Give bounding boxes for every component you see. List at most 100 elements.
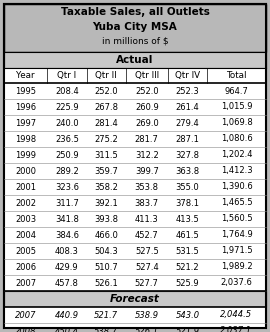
Text: 355.0: 355.0 xyxy=(176,183,199,192)
Text: 287.1: 287.1 xyxy=(176,134,199,143)
Text: 383.7: 383.7 xyxy=(135,199,159,208)
Text: 408.3: 408.3 xyxy=(55,246,79,256)
Text: 527.5: 527.5 xyxy=(135,246,159,256)
Bar xyxy=(4,275,266,291)
Text: Qtr IV: Qtr IV xyxy=(175,71,200,80)
Text: 399.7: 399.7 xyxy=(135,167,159,176)
Bar xyxy=(4,291,266,307)
Text: 452.7: 452.7 xyxy=(135,230,159,239)
Text: 504.3: 504.3 xyxy=(94,246,118,256)
Text: 1,971.5: 1,971.5 xyxy=(221,246,252,256)
Bar xyxy=(4,83,266,99)
Text: 384.6: 384.6 xyxy=(55,230,79,239)
Text: 289.2: 289.2 xyxy=(55,167,79,176)
Text: 2004: 2004 xyxy=(15,230,36,239)
Text: 1,080.6: 1,080.6 xyxy=(221,134,252,143)
Text: 378.1: 378.1 xyxy=(176,199,200,208)
Bar xyxy=(4,195,266,211)
Text: 225.9: 225.9 xyxy=(55,103,79,112)
Text: 964.7: 964.7 xyxy=(225,87,248,96)
Text: 311.5: 311.5 xyxy=(94,150,118,159)
Text: Qtr III: Qtr III xyxy=(135,71,159,80)
Text: 260.9: 260.9 xyxy=(135,103,159,112)
Text: 279.4: 279.4 xyxy=(176,119,199,127)
Bar xyxy=(4,328,266,332)
Text: 236.5: 236.5 xyxy=(55,134,79,143)
Text: 2003: 2003 xyxy=(15,214,36,223)
Text: Total: Total xyxy=(226,71,247,80)
Text: 1,202.4: 1,202.4 xyxy=(221,150,252,159)
Text: 1,390.6: 1,390.6 xyxy=(221,183,252,192)
Bar xyxy=(4,68,266,83)
Text: 208.4: 208.4 xyxy=(55,87,79,96)
Text: 252.0: 252.0 xyxy=(94,87,118,96)
Bar xyxy=(4,243,266,259)
Text: 2005: 2005 xyxy=(15,246,36,256)
Text: Year: Year xyxy=(16,71,35,80)
Text: 1,412.3: 1,412.3 xyxy=(221,167,252,176)
Text: 281.4: 281.4 xyxy=(94,119,118,127)
Text: Yuba City MSA: Yuba City MSA xyxy=(93,22,177,32)
Text: 466.0: 466.0 xyxy=(94,230,118,239)
Text: 252.3: 252.3 xyxy=(176,87,199,96)
Text: 269.0: 269.0 xyxy=(135,119,159,127)
Text: 2006: 2006 xyxy=(15,263,36,272)
Text: 2,037.1: 2,037.1 xyxy=(221,326,253,332)
Text: 543.0: 543.0 xyxy=(175,310,200,319)
Text: 281.7: 281.7 xyxy=(135,134,159,143)
Text: Qtr I: Qtr I xyxy=(57,71,76,80)
Text: 538.9: 538.9 xyxy=(135,310,159,319)
Text: 252.0: 252.0 xyxy=(135,87,158,96)
Text: 250.9: 250.9 xyxy=(55,150,79,159)
Text: 358.2: 358.2 xyxy=(94,183,118,192)
Text: 353.8: 353.8 xyxy=(135,183,159,192)
Text: 521.7: 521.7 xyxy=(94,310,118,319)
Text: 240.0: 240.0 xyxy=(55,119,79,127)
Text: Actual: Actual xyxy=(116,55,154,65)
Text: 1,465.5: 1,465.5 xyxy=(221,199,252,208)
Text: 327.8: 327.8 xyxy=(176,150,200,159)
Bar xyxy=(4,4,266,52)
Text: 521.2: 521.2 xyxy=(176,263,199,272)
Text: 538.7: 538.7 xyxy=(94,326,118,332)
Text: 1998: 1998 xyxy=(15,134,36,143)
Bar xyxy=(4,99,266,115)
Text: 461.5: 461.5 xyxy=(176,230,199,239)
Text: 1,764.9: 1,764.9 xyxy=(221,230,252,239)
Text: 527.7: 527.7 xyxy=(135,279,159,288)
Text: 312.2: 312.2 xyxy=(135,150,159,159)
Text: 2007: 2007 xyxy=(15,279,36,288)
Text: 510.7: 510.7 xyxy=(94,263,118,272)
Text: 440.9: 440.9 xyxy=(55,310,79,319)
Text: 1,069.8: 1,069.8 xyxy=(221,119,252,127)
Text: 1,560.5: 1,560.5 xyxy=(221,214,252,223)
Text: 2,037.6: 2,037.6 xyxy=(221,279,252,288)
Text: 2,044.5: 2,044.5 xyxy=(221,310,253,319)
Bar xyxy=(4,115,266,131)
Text: 521.9: 521.9 xyxy=(175,326,200,332)
Text: 1995: 1995 xyxy=(15,87,36,96)
Text: 2001: 2001 xyxy=(15,183,36,192)
Text: Forecast: Forecast xyxy=(110,294,160,304)
Text: 323.6: 323.6 xyxy=(55,183,79,192)
Text: 311.7: 311.7 xyxy=(55,199,79,208)
Text: 261.4: 261.4 xyxy=(176,103,199,112)
Bar xyxy=(4,211,266,227)
Bar xyxy=(4,147,266,163)
Bar xyxy=(4,323,266,332)
Text: 2007: 2007 xyxy=(15,310,36,319)
Text: 2008: 2008 xyxy=(15,326,36,332)
Bar xyxy=(4,4,266,52)
Bar xyxy=(4,227,266,243)
Text: 526.1: 526.1 xyxy=(135,326,159,332)
Text: 1,989.2: 1,989.2 xyxy=(221,263,252,272)
Text: 526.1: 526.1 xyxy=(94,279,118,288)
Text: in millions of $: in millions of $ xyxy=(102,37,168,45)
Text: 450.4: 450.4 xyxy=(55,326,79,332)
Text: Qtr II: Qtr II xyxy=(95,71,117,80)
Text: 525.9: 525.9 xyxy=(176,279,199,288)
Text: 275.2: 275.2 xyxy=(94,134,118,143)
Text: 1999: 1999 xyxy=(15,150,36,159)
Text: 359.7: 359.7 xyxy=(94,167,118,176)
Bar xyxy=(4,179,266,195)
